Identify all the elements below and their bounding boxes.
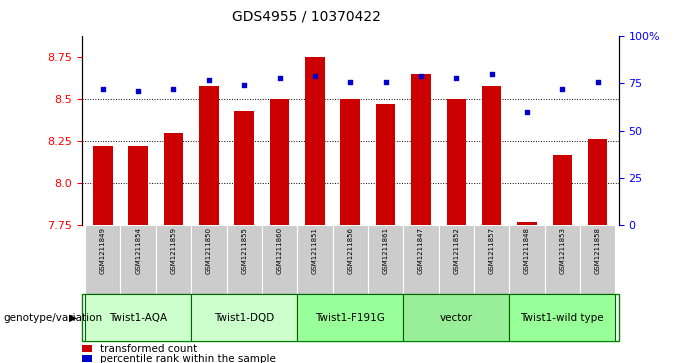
- Text: GSM1211850: GSM1211850: [206, 227, 212, 274]
- Text: GSM1211849: GSM1211849: [100, 227, 106, 274]
- Text: GSM1211853: GSM1211853: [559, 227, 565, 274]
- Bar: [482, 86, 501, 225]
- Text: GSM1211858: GSM1211858: [594, 227, 600, 274]
- Text: ▶: ▶: [69, 313, 78, 323]
- Text: GSM1211857: GSM1211857: [488, 227, 494, 274]
- Text: Twist1-AQA: Twist1-AQA: [109, 313, 167, 323]
- Point: [380, 79, 391, 85]
- Point: [592, 79, 603, 85]
- Bar: [447, 99, 466, 225]
- Bar: [129, 146, 148, 225]
- Bar: [235, 111, 254, 225]
- Bar: [297, 225, 333, 294]
- Text: GSM1211851: GSM1211851: [312, 227, 318, 274]
- Text: vector: vector: [440, 313, 473, 323]
- Text: transformed count: transformed count: [101, 344, 198, 354]
- Text: Twist1-wild type: Twist1-wild type: [520, 313, 604, 323]
- Point: [133, 88, 143, 94]
- Point: [522, 109, 532, 115]
- Bar: [580, 225, 615, 294]
- Bar: [474, 225, 509, 294]
- Point: [274, 75, 285, 81]
- Bar: [262, 225, 297, 294]
- Bar: [517, 222, 537, 225]
- Bar: [509, 225, 545, 294]
- Bar: [368, 225, 403, 294]
- Text: GDS4955 / 10370422: GDS4955 / 10370422: [232, 9, 380, 23]
- Bar: [333, 225, 368, 294]
- Bar: [376, 104, 395, 225]
- Bar: [545, 225, 580, 294]
- Text: GSM1211854: GSM1211854: [135, 227, 141, 274]
- Point: [486, 71, 497, 77]
- Text: GSM1211852: GSM1211852: [454, 227, 459, 274]
- Bar: [305, 57, 324, 225]
- Bar: [120, 225, 156, 294]
- Text: genotype/variation: genotype/variation: [3, 313, 103, 323]
- Bar: [297, 294, 403, 341]
- Text: GSM1211859: GSM1211859: [171, 227, 177, 274]
- Point: [345, 79, 356, 85]
- Point: [97, 86, 108, 92]
- Text: GSM1211847: GSM1211847: [418, 227, 424, 274]
- Point: [203, 77, 214, 83]
- Text: percentile rank within the sample: percentile rank within the sample: [101, 354, 276, 363]
- Text: Twist1-F191G: Twist1-F191G: [316, 313, 385, 323]
- Point: [451, 75, 462, 81]
- Bar: [226, 225, 262, 294]
- Text: Twist1-DQD: Twist1-DQD: [214, 313, 274, 323]
- Point: [168, 86, 179, 92]
- Bar: [82, 355, 92, 362]
- Bar: [93, 146, 112, 225]
- Bar: [588, 139, 607, 225]
- Bar: [439, 225, 474, 294]
- Bar: [85, 225, 120, 294]
- Bar: [164, 133, 183, 225]
- Point: [239, 82, 250, 88]
- Point: [557, 86, 568, 92]
- Bar: [270, 99, 289, 225]
- Text: GSM1211848: GSM1211848: [524, 227, 530, 274]
- Bar: [403, 225, 439, 294]
- Text: GSM1211856: GSM1211856: [347, 227, 353, 274]
- Bar: [156, 225, 191, 294]
- Bar: [553, 155, 572, 225]
- Bar: [85, 294, 191, 341]
- Bar: [82, 345, 92, 352]
- Bar: [403, 294, 509, 341]
- Bar: [199, 86, 218, 225]
- Bar: [341, 99, 360, 225]
- Bar: [191, 294, 297, 341]
- Bar: [411, 74, 430, 225]
- Point: [415, 73, 426, 79]
- Text: GSM1211860: GSM1211860: [277, 227, 282, 274]
- Text: GSM1211855: GSM1211855: [241, 227, 247, 274]
- Text: GSM1211861: GSM1211861: [383, 227, 388, 274]
- Bar: [509, 294, 615, 341]
- Bar: [191, 225, 226, 294]
- Point: [309, 73, 320, 79]
